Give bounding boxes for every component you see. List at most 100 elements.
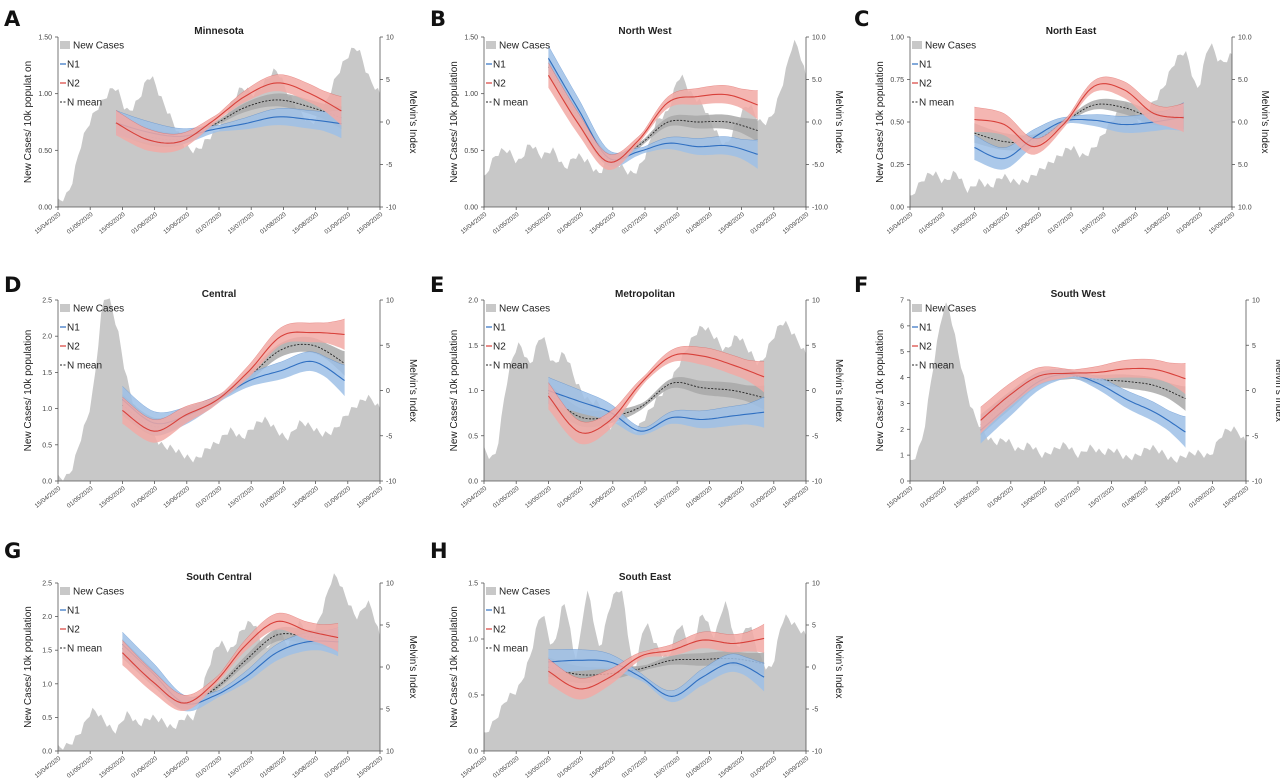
new-cases-area (58, 47, 380, 207)
x-tick-label: 15/04/2020 (460, 211, 489, 236)
x-tick-label: 15/04/2020 (460, 755, 489, 780)
panel-letter: D (4, 273, 21, 297)
x-tick-label: 15/06/2020 (162, 755, 191, 780)
left-tick-label: 1 (900, 453, 904, 460)
right-tick-label: -10 (812, 479, 822, 486)
legend-n2-label: N2 (919, 342, 932, 353)
y-axis-title: New Cases/ 10k population (23, 606, 34, 728)
right-tick-label: 0 (386, 120, 390, 127)
x-tick-label: 01/07/2020 (195, 755, 224, 780)
x-tick-label: 15/08/2020 (717, 485, 746, 510)
x-tick-label: 15/05/2020 (524, 755, 553, 780)
panel-letter: G (4, 539, 21, 563)
n2-ci-band (122, 318, 345, 443)
x-tick-label: 15/05/2020 (950, 211, 979, 236)
x-tick-label: 01/08/2020 (685, 211, 714, 236)
x-tick-label: 01/07/2020 (621, 485, 650, 510)
left-tick-label: 1.00 (38, 91, 52, 98)
x-tick-label: 01/08/2020 (685, 485, 714, 510)
left-tick-label: 0.00 (890, 205, 904, 212)
legend-cases-label: New Cases (73, 304, 124, 315)
x-tick-label: 01/06/2020 (130, 485, 159, 510)
x-tick-label: 15/04/2020 (886, 211, 915, 236)
legend-n1-label: N1 (919, 60, 932, 71)
x-tick-label: 15/08/2020 (717, 755, 746, 780)
new-cases-area (58, 573, 380, 751)
x-tick-label: 01/06/2020 (130, 755, 159, 780)
panel-D: D Central 0.0 0.5 1.0 1.5 2.0 2.5 -10 -5 0 5 10 15/04… (4, 273, 418, 510)
left-tick-label: 0.50 (890, 120, 904, 127)
n1-line (548, 389, 765, 432)
legend-n2-label: N2 (919, 79, 932, 90)
x-tick-label: 01/08/2020 (259, 211, 288, 236)
x-tick-label: 01/09/2020 (1175, 211, 1204, 236)
left-tick-label: 1.50 (464, 35, 478, 42)
x-tick-label: 15/08/2020 (291, 755, 320, 780)
x-tick-label: 15/07/2020 (1087, 485, 1116, 510)
left-tick-label: 1.00 (890, 35, 904, 42)
x-tick-label: 01/09/2020 (749, 485, 778, 510)
left-tick-label: 2.5 (42, 581, 52, 588)
x-tick-label: 01/07/2020 (195, 485, 224, 510)
left-tick-label: 0.0 (468, 749, 478, 756)
x-tick-label: 15/08/2020 (291, 485, 320, 510)
right-tick-label: 10 (812, 581, 820, 588)
n2-ci-band (548, 62, 758, 170)
n2-ci-upper (548, 623, 765, 679)
left-tick-label: 0.50 (464, 148, 478, 155)
right-tick-label: 0.0 (1238, 120, 1248, 127)
y-axis-title: New Cases/ 10k population (449, 330, 460, 452)
right-tick-label: -10 (386, 205, 396, 212)
new-cases-area (910, 43, 1232, 208)
x-tick-label: 15/09/2020 (356, 211, 385, 236)
y-axis-title: New Cases/ 10k population (449, 606, 460, 728)
right-tick-label: -5 (386, 162, 392, 169)
x-tick-label: 01/06/2020 (986, 485, 1015, 510)
panel-letter: F (854, 273, 868, 297)
new-cases-area (484, 39, 806, 208)
left-tick-label: 0.00 (38, 205, 52, 212)
left-tick-label: 0.5 (42, 715, 52, 722)
x-tick-label: 15/09/2020 (782, 211, 811, 236)
x-tick-label: 15/06/2020 (588, 485, 617, 510)
panel-C: C North East 0.00 0.25 0.50 0.75 1.00 10.0 5.0 0.… (854, 7, 1270, 236)
right-tick-label: 0 (1252, 388, 1256, 395)
left-tick-label: 0.5 (468, 433, 478, 440)
x-tick-label: 01/07/2020 (1054, 485, 1083, 510)
y2-axis-title: Melvin's Index (1259, 90, 1270, 153)
y2-axis-title: Melvin's Index (407, 90, 418, 153)
right-tick-label: 10 (386, 35, 394, 42)
x-tick-label: 01/06/2020 (556, 211, 585, 236)
x-tick-label: 15/06/2020 (588, 211, 617, 236)
n1-ci-upper (115, 108, 342, 129)
x-tick-label: 15/07/2020 (1079, 211, 1108, 236)
legend-nmean-label: N mean (67, 98, 102, 109)
legend-cases-label: New Cases (499, 304, 550, 315)
right-tick-label: 10.0 (1238, 35, 1252, 42)
x-tick-label: 15/09/2020 (1222, 485, 1251, 510)
x-tick-label: 01/05/2020 (66, 211, 95, 236)
x-tick-label: 15/05/2020 (98, 211, 127, 236)
y-axis-title: New Cases/ 10k populat on (23, 61, 34, 183)
legend-cases-label: New Cases (499, 41, 550, 52)
legend-n1-label: N1 (67, 323, 80, 334)
left-tick-label: 0.5 (42, 442, 52, 449)
legend-cases-swatch (60, 41, 70, 49)
legend: New Cases N1 N2 N mean (912, 41, 976, 109)
n1-ci-band (548, 377, 765, 436)
panel-E: E Metropolitan 0.0 0.5 1.0 1.5 2.0 -10 -5 0 5 10 15/… (430, 273, 844, 510)
n2-ci-band (548, 346, 765, 445)
right-tick-label: 5 (812, 623, 816, 630)
legend: New Cases N1 N2 N mean (912, 304, 976, 372)
y2-axis-title: Melvin's Index (1273, 359, 1280, 422)
n2-ci-upper (122, 318, 345, 421)
right-tick-label: -5 (386, 433, 392, 440)
legend: New Cases N1 N2 N mean (486, 304, 550, 372)
left-tick-label: 2.0 (42, 614, 52, 621)
n2-line (547, 75, 758, 163)
right-tick-label: 10 (812, 298, 820, 305)
n2-ci-upper (122, 612, 339, 696)
panel-letter: A (4, 7, 21, 31)
n2-ci-upper (980, 358, 1186, 408)
